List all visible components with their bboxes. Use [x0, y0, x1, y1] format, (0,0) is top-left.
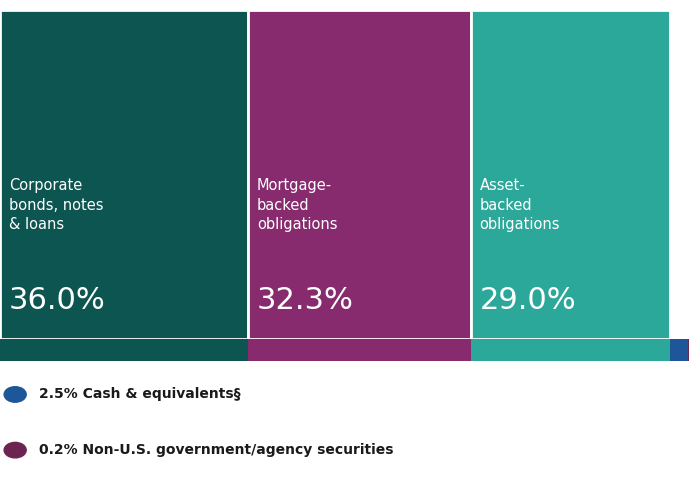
- Text: Asset-
backed
obligations: Asset- backed obligations: [480, 178, 560, 232]
- Text: 36.0%: 36.0%: [9, 286, 105, 315]
- Bar: [248, 10, 471, 339]
- Text: 2.5% Cash & equivalents§: 2.5% Cash & equivalents§: [39, 388, 240, 401]
- Bar: [0, 339, 248, 361]
- Bar: [0, 10, 248, 339]
- Text: Mortgage-
backed
obligations: Mortgage- backed obligations: [257, 178, 338, 232]
- Text: 32.3%: 32.3%: [257, 286, 354, 315]
- Bar: [471, 339, 670, 361]
- Bar: [670, 339, 688, 361]
- Text: 0.2% Non-U.S. government/agency securities: 0.2% Non-U.S. government/agency securiti…: [39, 443, 393, 457]
- Bar: [248, 339, 471, 361]
- Bar: [471, 10, 670, 339]
- Text: Corporate
bonds, notes
& loans: Corporate bonds, notes & loans: [9, 178, 103, 232]
- Circle shape: [4, 442, 26, 458]
- Bar: [688, 339, 689, 361]
- Circle shape: [4, 387, 26, 402]
- Text: 29.0%: 29.0%: [480, 286, 576, 315]
